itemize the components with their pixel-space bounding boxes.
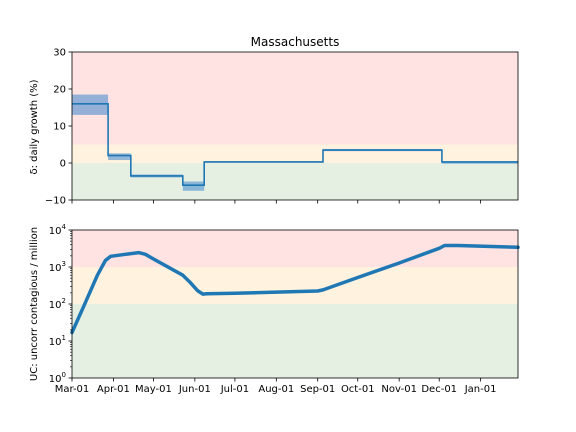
- x-tick-label: Jun-01: [178, 384, 211, 395]
- zone-red: [72, 52, 518, 145]
- x-tick-label: Sep-01: [300, 384, 335, 395]
- x-tick-label: Dec-01: [421, 384, 457, 395]
- x-tick-label: Jul-01: [220, 384, 249, 395]
- uncorr-contagious-chart: 100 101 102 103 104 Mar-01 Apr-01 May-01 Jun-01 J…: [29, 223, 518, 395]
- x-tick-label: Oct-01: [341, 384, 375, 395]
- top-y-axis-label: δ: daily growth (%): [29, 79, 40, 174]
- x-tick-label: Aug-01: [258, 384, 294, 395]
- zone-yellow: [72, 267, 518, 304]
- top-y-tick-label: 0: [60, 159, 66, 170]
- top-y-tick-label: 30: [53, 48, 66, 59]
- x-tick-label: Apr-01: [97, 384, 130, 395]
- daily-growth-chart: 30 20 10 0 −10 Massachusetts δ: daily growth…: [29, 35, 518, 207]
- zone-green: [72, 163, 518, 200]
- confidence-band: [72, 95, 108, 115]
- top-y-tick-label: 10: [53, 122, 66, 133]
- bottom-y-tick-label: 104: [49, 223, 67, 237]
- confidence-band: [183, 182, 204, 191]
- bottom-y-axis-label: UC: uncorr contagious / million: [29, 227, 40, 381]
- zone-red: [72, 230, 518, 267]
- zone-yellow: [72, 145, 518, 164]
- bottom-y-tick-label: 101: [49, 334, 66, 348]
- x-tick-label: May-01: [135, 384, 172, 395]
- bottom-y-tick-label: 102: [49, 297, 66, 311]
- x-tick-label: Jan-01: [464, 384, 497, 395]
- bottom-y-tick-label: 103: [49, 260, 66, 274]
- x-tick-label: Nov-01: [381, 384, 417, 395]
- zone-green: [72, 304, 518, 378]
- top-y-tick-label: −10: [45, 196, 66, 207]
- top-y-tick-label: 20: [53, 85, 66, 96]
- x-tick-label: Mar-01: [55, 384, 90, 395]
- chart-title: Massachusetts: [251, 35, 340, 49]
- confidence-band: [108, 153, 131, 160]
- bottom-y-tick-label: 100: [49, 371, 66, 385]
